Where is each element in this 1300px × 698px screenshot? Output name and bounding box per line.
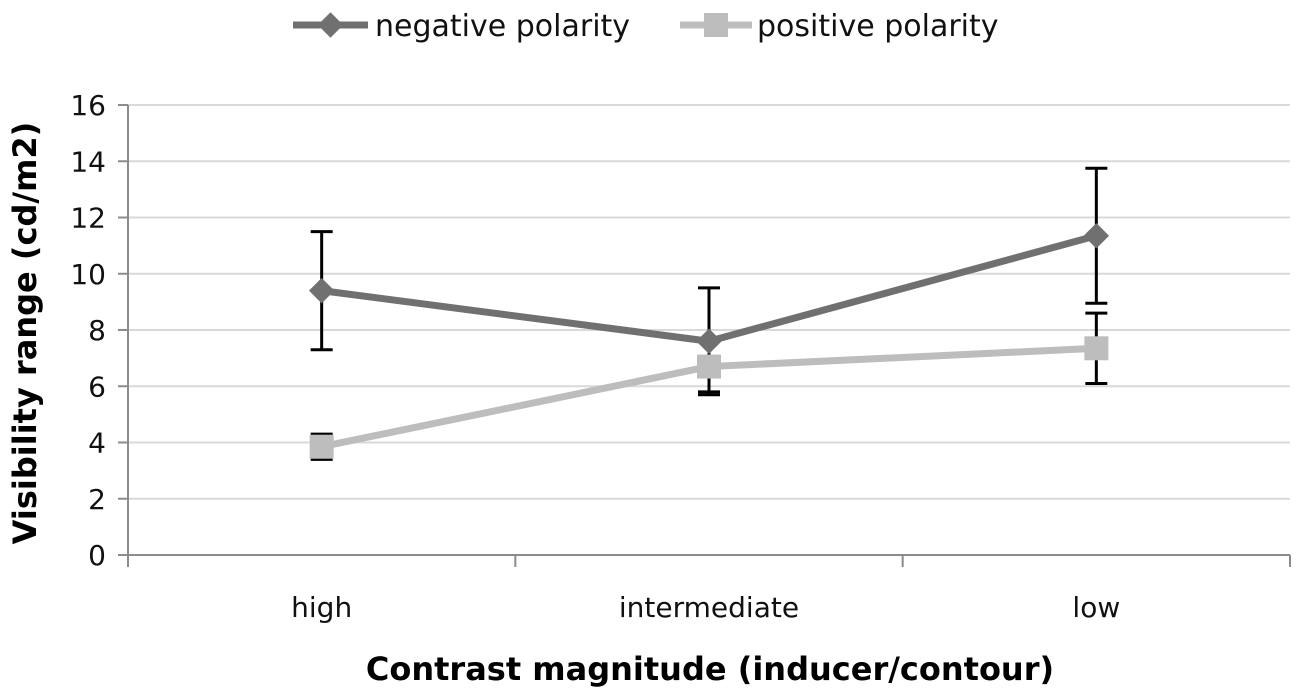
y-tick-label: 8 [88,314,106,347]
y-tick-label: 16 [70,89,106,122]
legend-label: positive polarity [757,9,999,44]
y-ticks: 0 2 4 6 8 10 12 14 16 [70,89,128,572]
y-tick-label: 6 [88,370,106,403]
data-point [1084,336,1109,361]
y-axis-title: Visibility range (cd/m2) [6,122,44,545]
data-point [308,277,335,304]
y-tick-label: 14 [70,145,106,178]
x-tick-label: high [291,591,352,624]
x-tick-label: intermediate [619,591,799,624]
x-tick-label: low [1072,591,1120,624]
data-point [309,434,334,459]
y-tick-label: 10 [70,258,106,291]
series-markers [308,223,1110,459]
data-point [1083,223,1110,249]
x-ticks: high intermediate low [127,555,1291,624]
data-point [696,328,722,354]
series-layer [308,166,1110,461]
y-tick-label: 2 [88,483,106,516]
error-bars [310,166,1108,461]
x-axis-title: Contrast magnitude (inducer/contour) [366,650,1054,688]
legend-marker [704,13,728,37]
y-tick-label: 4 [88,427,106,460]
legend-label: negative polarity [375,9,630,44]
legend: negative polarity positive polarity [293,9,999,44]
y-tick-label: 0 [88,539,106,572]
y-tick-label: 12 [70,202,106,235]
data-point [697,354,721,379]
legend-marker [317,12,344,38]
